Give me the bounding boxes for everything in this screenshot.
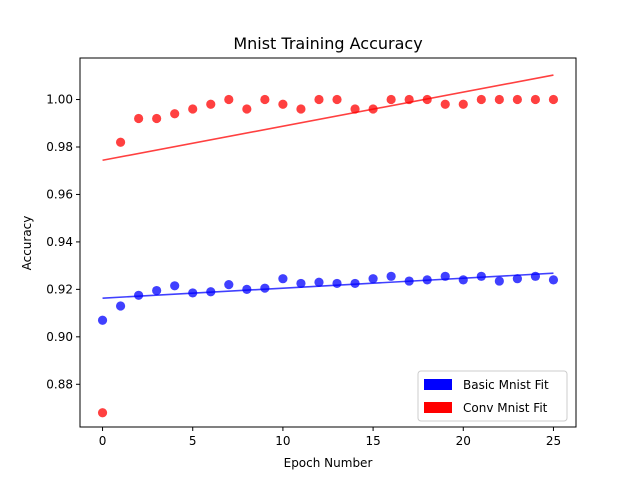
conv-point [224, 94, 234, 105]
conv-point [296, 104, 306, 114]
basic-point [512, 274, 522, 284]
conv-point [260, 94, 270, 105]
basic-point [152, 285, 162, 296]
basic-point [314, 277, 324, 287]
x-tick-label: 10 [275, 434, 290, 448]
y-tick-label: 0.92 [46, 282, 73, 296]
x-axis-label: Epoch Number [284, 456, 373, 470]
x-tick-label: 5 [189, 434, 197, 448]
conv-point [115, 137, 126, 147]
basic-point [494, 276, 504, 286]
basic-point [548, 275, 559, 285]
basic-point [458, 275, 468, 285]
y-tick-label: 1.00 [46, 93, 73, 107]
conv-point [476, 94, 486, 105]
conv-point [278, 99, 288, 109]
x-tick-label: 15 [365, 434, 380, 448]
x-tick-label: 0 [99, 434, 107, 448]
conv-point [242, 104, 252, 114]
conv-point [458, 99, 468, 109]
y-axis-label: Accuracy [20, 216, 34, 271]
conv-point [530, 94, 541, 105]
conv-point [332, 94, 342, 105]
x-tick-label: 25 [546, 434, 561, 448]
conv-point [386, 94, 396, 105]
plot-area: 0 5 10 15 20 25 0.88 0.90 0.92 0.94 0.96 0.98 1.00 [46, 57, 577, 448]
conv-point [494, 94, 504, 105]
basic-point [260, 283, 270, 293]
basic-point [278, 274, 288, 284]
legend-label-conv: Conv Mnist Fit [463, 401, 548, 415]
conv-point [152, 113, 162, 124]
legend-swatch-conv [424, 402, 452, 413]
conv-point [350, 104, 360, 114]
basic-fit-line [102, 272, 554, 299]
legend: Basic Mnist Fit Conv Mnist Fit [417, 370, 568, 422]
axes-frame [79, 57, 577, 428]
basic-point [296, 278, 306, 289]
legend-swatch-basic [424, 379, 452, 390]
x-tick-label: 20 [456, 434, 471, 448]
conv-point [314, 94, 324, 105]
y-tick-label: 0.88 [46, 377, 73, 391]
basic-point [386, 271, 396, 281]
chart-title: Mnist Training Accuracy [233, 34, 422, 53]
conv-point [188, 104, 198, 114]
basic-point [368, 274, 378, 284]
y-tick-label: 0.94 [46, 235, 73, 249]
y-tick-label: 0.98 [46, 140, 73, 154]
conv-fit-line [102, 74, 554, 162]
basic-point [224, 280, 234, 290]
basic-point [170, 281, 180, 291]
legend-label-basic: Basic Mnist Fit [463, 378, 549, 392]
legend-frame [417, 370, 568, 422]
basic-point [476, 271, 486, 281]
y-tick-label: 0.96 [46, 187, 73, 201]
basic-point [242, 284, 252, 294]
conv-point [170, 109, 180, 119]
basic-point [134, 290, 144, 300]
basic-point [530, 271, 541, 281]
basic-point [115, 301, 126, 311]
conv-point [134, 113, 144, 124]
conv-point [97, 408, 108, 418]
conv-point [440, 99, 450, 109]
conv-point [206, 99, 216, 109]
basic-point [97, 315, 108, 325]
conv-point [512, 94, 522, 105]
y-tick-label: 0.90 [46, 330, 73, 344]
basic-point [332, 278, 342, 289]
conv-point [548, 94, 559, 105]
